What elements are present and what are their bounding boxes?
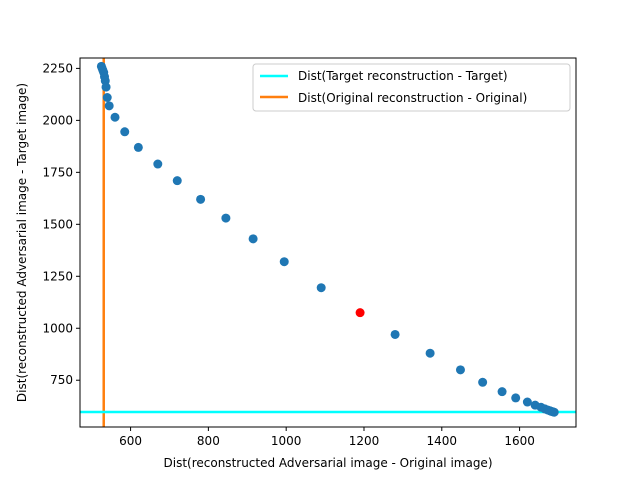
scatter-points: [96, 61, 559, 417]
y-tick-label: 2250: [42, 61, 73, 75]
x-tick-label: 1600: [504, 434, 535, 448]
x-axis-label: Dist(reconstructed Adversarial image - O…: [164, 456, 493, 470]
x-tick-label: 1200: [349, 434, 380, 448]
data-point: [110, 112, 120, 122]
data-point: [390, 329, 400, 339]
y-tick-label: 1250: [42, 269, 73, 283]
legend-box: [252, 63, 571, 112]
x-tick-label: 1000: [271, 434, 302, 448]
data-point: [279, 257, 289, 267]
data-point: [101, 82, 111, 92]
y-tick-label: 2000: [42, 113, 73, 127]
y-tick-label: 1750: [42, 165, 73, 179]
data-point: [522, 397, 532, 407]
y-tick-label: 1500: [42, 217, 73, 231]
highlighted-data-point: [355, 308, 365, 318]
data-point: [497, 387, 507, 397]
plot-frame: [79, 57, 577, 428]
y-axis-ticks: 750 1000 1250 1500 1750 2000 2250: [42, 61, 80, 387]
data-point: [133, 142, 143, 152]
data-point: [549, 407, 559, 417]
x-axis-ticks: 600 800 1000 1200 1400 1600: [119, 427, 535, 448]
x-tick-label: 800: [197, 434, 220, 448]
data-point: [316, 283, 326, 293]
data-point: [221, 213, 231, 223]
data-point: [425, 348, 435, 358]
data-point: [455, 365, 465, 375]
data-point: [120, 127, 130, 137]
data-point: [248, 234, 258, 244]
y-tick-label: 1000: [42, 321, 73, 335]
legend-label-original: Dist(Original reconstruction - Original): [298, 91, 527, 105]
legend: Dist(Target reconstruction - Target) Dis…: [252, 63, 571, 112]
data-point: [196, 194, 206, 204]
data-point: [102, 92, 112, 102]
data-point: [153, 159, 163, 169]
y-tick-label: 750: [50, 373, 73, 387]
x-tick-label: 1400: [427, 434, 458, 448]
data-point: [511, 393, 521, 403]
data-point: [104, 101, 114, 111]
y-axis-label: Dist(reconstructed Adversarial image - T…: [15, 83, 29, 402]
x-tick-label: 600: [119, 434, 142, 448]
data-point: [172, 176, 182, 186]
legend-label-target: Dist(Target reconstruction - Target): [298, 69, 508, 83]
plot-area: [80, 58, 576, 427]
data-point: [478, 377, 488, 387]
